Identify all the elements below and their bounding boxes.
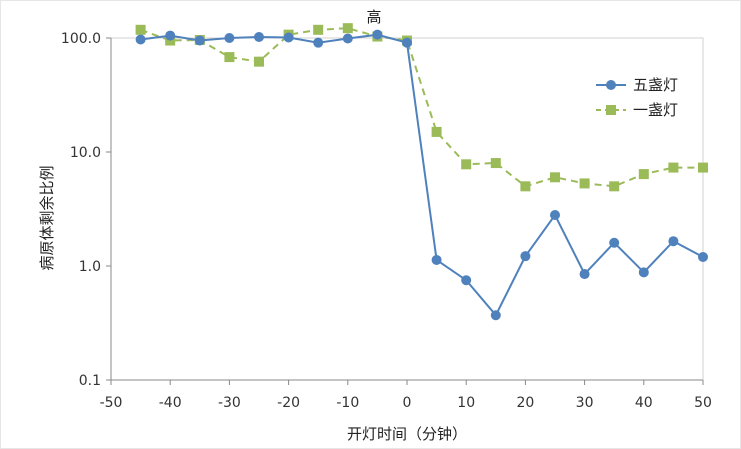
data-point [224, 52, 235, 63]
data-point [609, 237, 620, 248]
x-tick-label: -30 [218, 395, 241, 411]
series-1 [135, 29, 708, 321]
data-point [342, 23, 353, 34]
data-point [313, 24, 324, 35]
data-point [668, 162, 679, 173]
legend-item-1: 五盏灯 [596, 76, 678, 94]
y-tick-label: 0.1 [79, 373, 101, 389]
chart-title: 高 [366, 8, 381, 26]
data-point [638, 169, 649, 180]
series-2 [135, 23, 708, 192]
x-axis-title: 开灯时间（分钟） [347, 425, 467, 443]
x-tick-label: -20 [277, 395, 300, 411]
data-point [135, 24, 146, 35]
data-point [579, 269, 590, 280]
x-tick-label: 0 [403, 395, 412, 411]
data-point [313, 37, 324, 48]
data-point [579, 178, 590, 189]
data-point [135, 34, 146, 45]
data-point [520, 181, 531, 192]
x-tick-label: 50 [694, 395, 712, 411]
data-point [342, 33, 353, 44]
legend-item-2: 一盏灯 [596, 101, 678, 119]
data-point [254, 32, 264, 43]
data-point [550, 210, 560, 221]
y-tick-label: 1.0 [79, 259, 101, 275]
data-point [698, 162, 708, 173]
y-tick-label: 10.0 [70, 145, 101, 161]
data-point [194, 35, 205, 46]
data-point [372, 29, 383, 40]
legend-label: 一盏灯 [633, 101, 678, 119]
data-point [254, 56, 264, 67]
legend-marker [606, 80, 616, 90]
plot-border [110, 37, 704, 381]
axes: 0.1 1.0 10.0 100.0 -50 -40 -30 -20 -10 0 10 20 30 40 5… [61, 31, 712, 411]
legend-label: 五盏灯 [633, 76, 678, 94]
data-point [461, 275, 472, 286]
data-point [461, 159, 472, 170]
x-tick-label: -40 [159, 395, 182, 411]
data-point [402, 37, 412, 48]
data-point [283, 32, 294, 43]
x-tick-label: 30 [576, 395, 594, 411]
data-point [550, 172, 560, 183]
y-tick-label: 100.0 [61, 31, 101, 47]
data-point [165, 30, 176, 41]
data-point [668, 236, 679, 247]
data-point [431, 254, 442, 265]
series-line [140, 27, 703, 188]
x-tick-label: -10 [336, 395, 359, 411]
x-tick-label: 40 [635, 395, 653, 411]
x-tick-label: 20 [516, 395, 534, 411]
x-tick-label: -50 [100, 395, 123, 411]
data-point [638, 267, 649, 278]
data-point [224, 33, 235, 43]
plot-area [110, 37, 704, 381]
legend-marker [606, 105, 616, 115]
x-tick-label: 10 [457, 395, 475, 411]
data-point [520, 251, 531, 262]
data-point [431, 126, 442, 137]
data-point [490, 310, 501, 321]
data-point [698, 251, 708, 262]
data-point [609, 181, 620, 192]
data-point [490, 158, 501, 169]
series-line [140, 33, 704, 318]
series-group [135, 23, 708, 321]
y-axis-title: 病原体剩余比例 [38, 165, 56, 270]
